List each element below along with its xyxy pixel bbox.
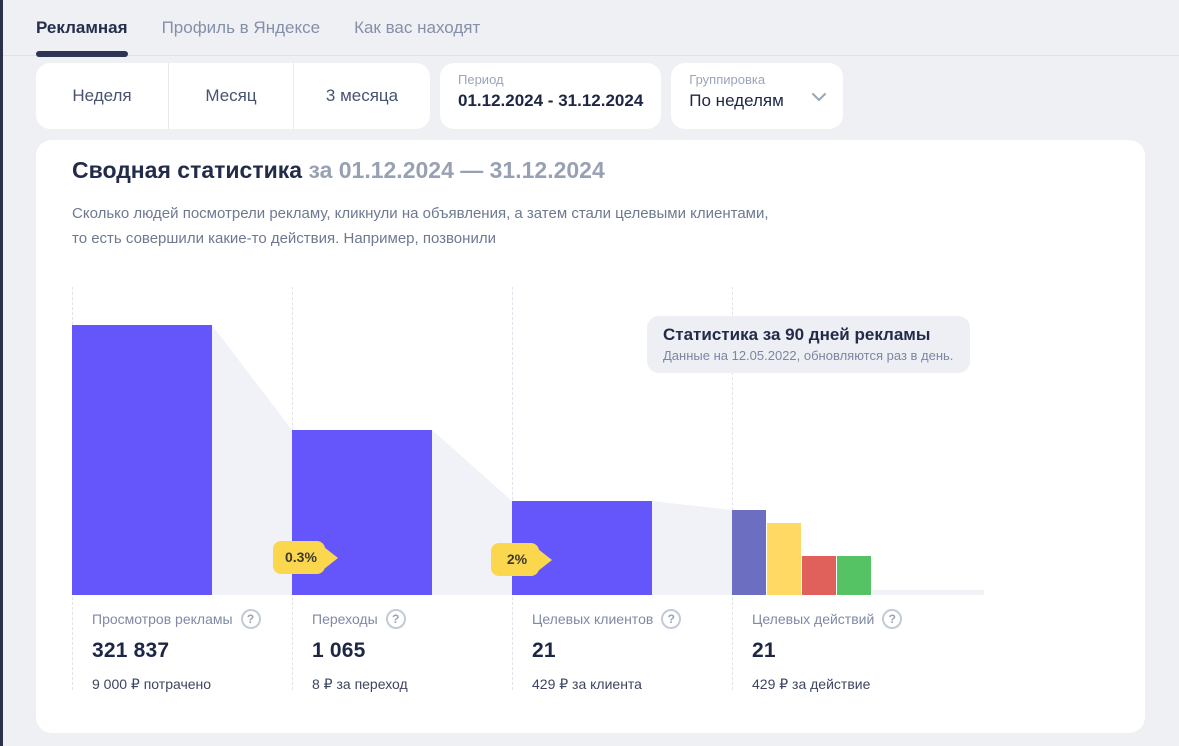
stat-clicks-value: 1 065 <box>312 639 366 662</box>
chevron-down-icon <box>811 89 827 107</box>
conversion-badge-1: 0.3% <box>273 541 325 574</box>
grouping-selector[interactable]: Группировка По неделям <box>671 63 844 129</box>
stat-clients-value: 21 <box>532 639 556 662</box>
funnel-bar-stage-1 <box>72 325 212 595</box>
collapsed-sidebar-edge <box>0 0 3 746</box>
summary-description: Сколько людей посмотрели рекламу, кликну… <box>72 201 769 251</box>
stat-actions: Целевых действий ? 21 429 ₽ за действие <box>752 609 957 693</box>
summary-card: Сводная статистика за 01.12.2024 — 31.12… <box>36 140 1145 733</box>
stat-actions-value: 21 <box>752 639 776 662</box>
tooltip-subtitle: Данные на 12.05.2022, обновляются раз в … <box>663 348 954 363</box>
grid-guide-4 <box>732 287 733 690</box>
range-week-button[interactable]: Неделя <box>36 63 168 129</box>
tab-how-found[interactable]: Как вас находят <box>354 0 480 56</box>
tab-how-found-label: Как вас находят <box>354 17 481 37</box>
range-3months-button[interactable]: 3 месяца <box>293 63 430 129</box>
grouping-value: По неделям <box>689 91 784 110</box>
funnel-bar-actions-red <box>802 556 836 595</box>
tab-advertising[interactable]: Рекламная <box>36 0 128 57</box>
funnel-plot: Статистика за 90 дней рекламы Данные на … <box>72 287 997 595</box>
summary-description-line2: то есть совершили какие-то действия. Нап… <box>72 230 496 247</box>
tab-yandex-profile[interactable]: Профиль в Яндексе <box>162 0 321 56</box>
chart-tooltip: Статистика за 90 дней рекламы Данные на … <box>647 316 970 373</box>
period-value: 01.12.2024 - 31.12.2024 <box>458 91 644 110</box>
stat-views-sub: 9 000 ₽ потрачено <box>92 676 212 692</box>
period-label: Период <box>458 72 504 87</box>
stat-views-label: Просмотров рекламы <box>92 611 233 627</box>
funnel-bar-actions-yellow <box>767 523 801 595</box>
stat-views: Просмотров рекламы ? 321 837 9 000 ₽ пот… <box>92 609 297 693</box>
summary-title-period: за 01.12.2024 — 31.12.2024 <box>308 157 605 183</box>
grid-guide-3 <box>512 287 513 690</box>
range-month-button[interactable]: Месяц <box>168 63 293 129</box>
summary-title: Сводная статистика <box>72 157 303 183</box>
filter-row: Неделя Месяц 3 месяца Период 01.12.2024 … <box>36 63 844 129</box>
tab-advertising-label: Рекламная <box>36 17 128 37</box>
stat-clients: Целевых клиентов ? 21 429 ₽ за клиента <box>532 609 737 693</box>
stat-actions-sub: 429 ₽ за действие <box>752 676 871 692</box>
range-segmented-control: Неделя Месяц 3 месяца <box>36 63 430 129</box>
period-selector[interactable]: Период 01.12.2024 - 31.12.2024 <box>440 63 662 129</box>
funnel-bar-actions-indigo <box>732 510 766 595</box>
stat-clients-label: Целевых клиентов <box>532 611 654 627</box>
grouping-label: Группировка <box>689 72 766 87</box>
funnel-chart: Статистика за 90 дней рекламы Данные на … <box>72 287 997 699</box>
page-title: Сводная статистика за 01.12.2024 — 31.12… <box>72 157 605 184</box>
stat-views-value: 321 837 <box>92 639 170 662</box>
stat-clicks-sub: 8 ₽ за переход <box>312 676 408 692</box>
help-icon[interactable]: ? <box>385 609 406 629</box>
summary-description-line1: Сколько людей посмотрели рекламу, кликну… <box>72 205 769 222</box>
stat-actions-label: Целевых действий <box>752 611 875 627</box>
stat-clients-sub: 429 ₽ за клиента <box>532 676 642 692</box>
tab-bar: Рекламная Профиль в Яндексе Как вас нахо… <box>3 0 1179 57</box>
help-icon[interactable]: ? <box>661 609 682 629</box>
help-icon[interactable]: ? <box>240 609 261 629</box>
funnel-bar-actions-green <box>837 556 871 595</box>
conversion-badge-2: 2% <box>491 543 539 576</box>
tooltip-title: Статистика за 90 дней рекламы <box>663 325 931 344</box>
help-icon[interactable]: ? <box>882 609 903 629</box>
stat-clicks: Переходы ? 1 065 8 ₽ за переход <box>312 609 517 693</box>
stat-clicks-label: Переходы <box>312 611 378 627</box>
tab-yandex-profile-label: Профиль в Яндексе <box>161 17 321 37</box>
